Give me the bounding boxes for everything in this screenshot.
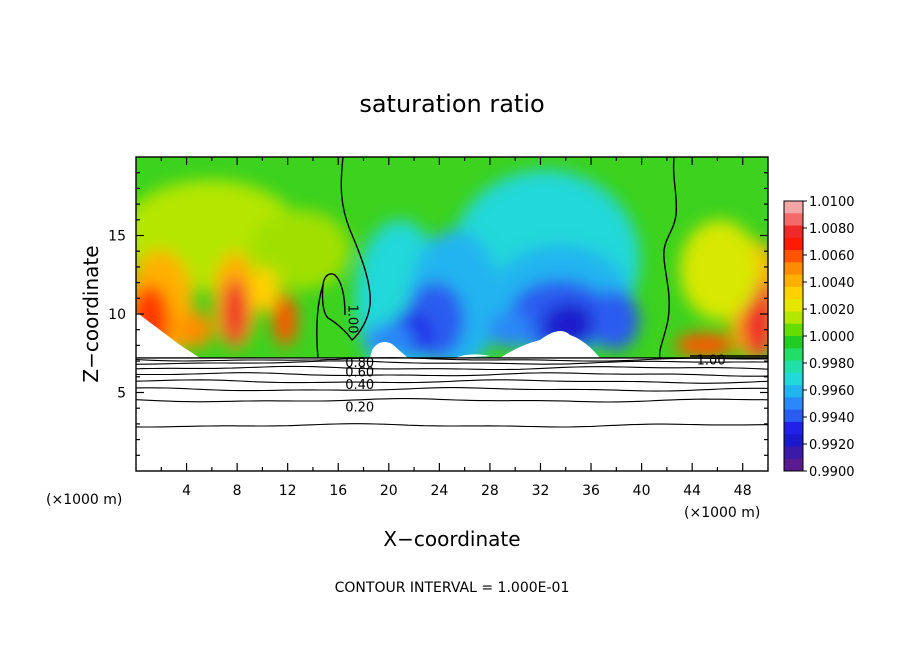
y-tick-label: 10 [108, 307, 126, 323]
y-axis-tick-labels: 5 10 15 [108, 229, 126, 402]
y-tick-label: 15 [108, 229, 126, 245]
contour-lines-1p00 [316, 157, 768, 359]
y-axis-title: Z−coordinate [79, 245, 103, 382]
x-tick-label: 8 [233, 483, 242, 499]
contour-labels: 1.00 1.00 0.800.600.40 0.20 [344, 305, 725, 416]
x-tick-label: 32 [532, 483, 550, 499]
colorbar-swatch [784, 311, 803, 325]
chart-title: saturation ratio [359, 90, 544, 118]
x-tick-label: 44 [683, 483, 701, 499]
colorbar-swatch [784, 458, 803, 472]
field-blobs [136, 170, 768, 358]
x-tick-label: 12 [279, 483, 297, 499]
colorbar-tick-label: 0.9900 [809, 465, 855, 480]
colorbar-tick-label: 1.0080 [809, 222, 855, 237]
contour-label: 1.00 [697, 354, 726, 369]
x-unit-label-right: (×1000 m) [684, 505, 760, 521]
x-tick-label: 48 [734, 483, 752, 499]
saturation-field [136, 157, 768, 358]
x-tick-label: 24 [430, 483, 448, 499]
colorbar-swatch [784, 372, 803, 386]
colorbar-swatch [784, 225, 803, 239]
contour-label: 0.60 [345, 365, 374, 380]
colorbar-tick-label: 1.0000 [809, 330, 855, 345]
colorbar-labels: 1.0100 1.0080 1.0060 1.0040 1.0020 1.0000 0.99… [809, 195, 855, 480]
colorbar-swatch [784, 323, 803, 337]
y-tick-label: 5 [117, 386, 126, 402]
colorbar-swatch [784, 446, 803, 460]
contour-label: 0.20 [345, 401, 374, 416]
colorbar-swatch [784, 250, 803, 263]
x-tick-label: 36 [582, 483, 600, 499]
colorbar-swatch [784, 213, 803, 227]
colorbar-swatch [784, 421, 803, 435]
colorbar-tick-label: 1.0100 [809, 195, 855, 210]
x-tick-label: 28 [481, 483, 499, 499]
colorbar-swatch [784, 385, 803, 398]
contour-line-0.7 [136, 360, 768, 365]
colorbar-swatch [784, 348, 803, 362]
colorbar-swatch [784, 201, 803, 214]
contour-line-0.3 [136, 387, 768, 392]
colorbar-swatch [784, 360, 803, 374]
colorbar-swatch [784, 237, 803, 251]
x-axis-title: X−coordinate [383, 527, 520, 551]
x-axis-ticks [160, 157, 744, 471]
contour-label: 1.00 [344, 305, 359, 334]
colorbar-tick-label: 0.9960 [809, 384, 855, 399]
x-tick-label: 40 [633, 483, 651, 499]
colorbar-swatch [784, 262, 803, 276]
x-tick-label: 4 [182, 483, 191, 499]
contour-line-0.4 [136, 379, 768, 384]
y-axis-ticks [136, 172, 768, 456]
x-unit-label-left: (×1000 m) [46, 492, 122, 508]
contour-line-0.2 [136, 398, 768, 403]
contour-line-0.8 [136, 357, 768, 362]
colorbar-swatch [784, 274, 803, 288]
colorbar-swatch [784, 409, 803, 423]
contour-line-0.6 [136, 365, 768, 371]
colorbar-tick-label: 0.9980 [809, 357, 855, 372]
colorbar-tick-label: 1.0060 [809, 249, 855, 264]
colorbar-tick-label: 0.9920 [809, 438, 855, 453]
x-tick-label: 20 [380, 483, 398, 499]
colorbar-swatch [784, 434, 803, 447]
colorbar-tick-label: 1.0020 [809, 303, 855, 318]
contour-lines-lower [136, 357, 768, 428]
colorbar-tick-label: 1.0040 [809, 276, 855, 291]
x-axis-tick-labels: 4 8 12 16 20 24 28 32 36 40 44 48 [182, 483, 752, 499]
colorbar-swatch [784, 397, 803, 411]
colorbar-swatch [784, 299, 803, 312]
colorbar [783, 200, 807, 472]
contour-line-0.5 [136, 372, 768, 377]
contour-line-0.1 [136, 423, 768, 428]
contour-interval-note: CONTOUR INTERVAL = 1.000E-01 [335, 580, 570, 596]
x-tick-label: 16 [329, 483, 347, 499]
colorbar-tick-label: 0.9940 [809, 411, 855, 426]
contour-label: 0.40 [345, 378, 374, 393]
colorbar-swatch [784, 286, 803, 300]
colorbar-swatch [784, 336, 803, 349]
contour-label: 0.80 [345, 356, 374, 371]
